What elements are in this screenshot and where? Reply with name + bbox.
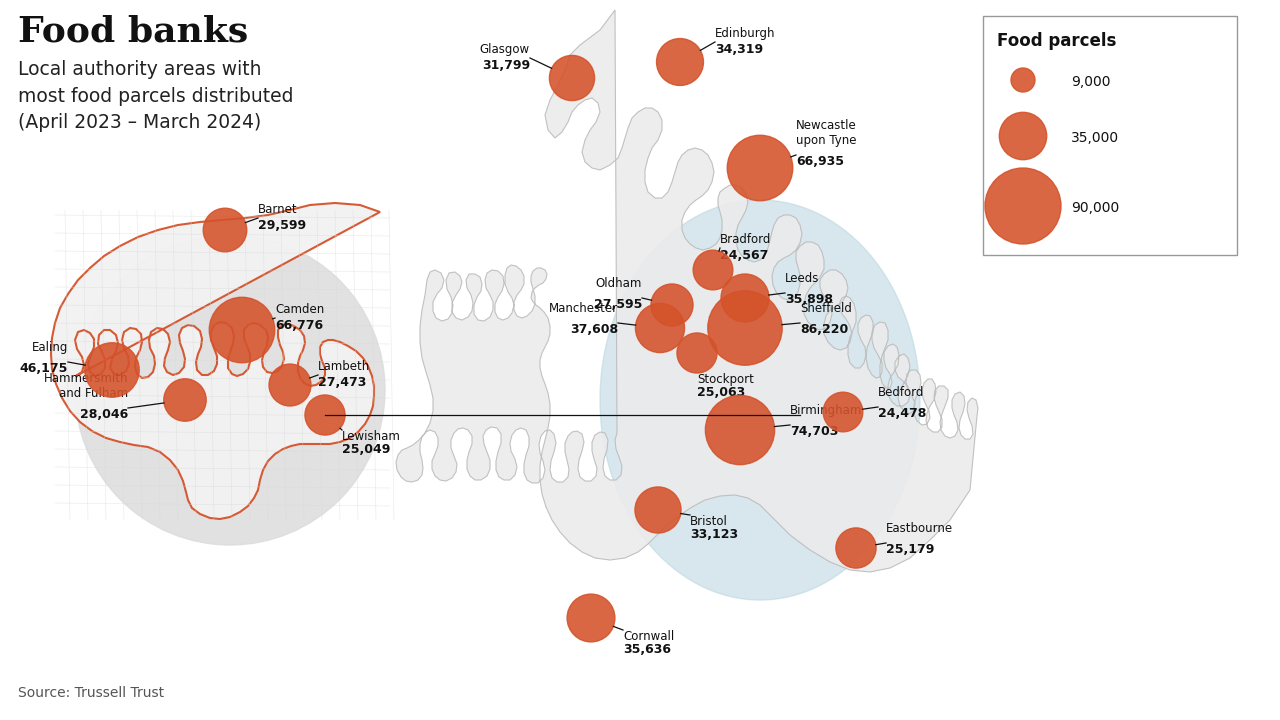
Text: 27,473: 27,473 [317, 376, 366, 389]
Text: 25,179: 25,179 [886, 543, 934, 556]
Text: 66,935: 66,935 [796, 155, 844, 168]
Text: 24,567: 24,567 [719, 249, 768, 262]
Circle shape [269, 364, 311, 406]
Circle shape [657, 39, 704, 86]
Text: 29,599: 29,599 [259, 219, 306, 232]
Ellipse shape [600, 200, 920, 600]
Text: Bedford: Bedford [878, 386, 924, 399]
Ellipse shape [76, 235, 385, 545]
Text: 46,175: 46,175 [19, 362, 68, 375]
Text: 86,220: 86,220 [800, 323, 849, 336]
Text: Bristol: Bristol [690, 515, 728, 528]
Text: 37,608: 37,608 [570, 323, 618, 336]
Text: Food banks: Food banks [18, 15, 248, 49]
Circle shape [567, 594, 614, 642]
Circle shape [708, 291, 782, 365]
Text: Eastbourne: Eastbourne [886, 522, 954, 535]
Text: 24,478: 24,478 [878, 407, 927, 420]
Text: 31,799: 31,799 [481, 59, 530, 72]
Text: 28,046: 28,046 [79, 408, 128, 421]
Text: 74,703: 74,703 [790, 425, 838, 438]
Text: 25,049: 25,049 [342, 443, 390, 456]
Text: Camden: Camden [275, 303, 324, 316]
Circle shape [836, 528, 876, 568]
Text: 90,000: 90,000 [1071, 201, 1119, 215]
Text: Hammersmith
and Fulham: Hammersmith and Fulham [44, 372, 128, 400]
Polygon shape [51, 203, 380, 519]
Text: 33,123: 33,123 [690, 528, 739, 541]
Circle shape [823, 392, 863, 432]
Text: Source: Trussell Trust: Source: Trussell Trust [18, 686, 164, 700]
Text: Lambeth: Lambeth [317, 360, 370, 373]
Text: 27,595: 27,595 [594, 298, 643, 311]
Text: Manchester: Manchester [549, 302, 618, 315]
Text: Food parcels: Food parcels [997, 32, 1116, 50]
Text: Newcastle
upon Tyne: Newcastle upon Tyne [796, 119, 856, 147]
Circle shape [209, 297, 275, 363]
Text: 35,898: 35,898 [785, 293, 833, 306]
Text: Glasgow: Glasgow [480, 43, 530, 56]
Text: 9,000: 9,000 [1071, 75, 1111, 89]
Circle shape [84, 343, 140, 397]
Circle shape [721, 274, 769, 322]
Circle shape [986, 168, 1061, 244]
Text: Oldham: Oldham [595, 277, 643, 290]
Text: 35,000: 35,000 [1071, 131, 1119, 145]
Circle shape [677, 333, 717, 373]
Circle shape [705, 395, 774, 464]
FancyBboxPatch shape [983, 16, 1236, 255]
Circle shape [1000, 112, 1047, 160]
Circle shape [549, 55, 595, 101]
Text: Edinburgh: Edinburgh [716, 27, 776, 40]
Text: 25,063: 25,063 [698, 386, 745, 399]
Polygon shape [396, 10, 978, 572]
Circle shape [727, 135, 792, 201]
Circle shape [305, 395, 346, 435]
Text: Barnet: Barnet [259, 203, 298, 216]
Text: Birmingham: Birmingham [790, 404, 863, 417]
Text: Sheffield: Sheffield [800, 302, 852, 315]
Text: 35,636: 35,636 [623, 643, 671, 656]
Circle shape [1011, 68, 1036, 92]
Text: 34,319: 34,319 [716, 43, 763, 56]
Text: Leeds: Leeds [785, 272, 819, 285]
Text: Lewisham: Lewisham [342, 430, 401, 443]
Text: Local authority areas with
most food parcels distributed
(April 2023 – March 202: Local authority areas with most food par… [18, 60, 293, 132]
Text: Ealing: Ealing [32, 341, 68, 354]
Text: Stockport: Stockport [698, 373, 754, 386]
Text: Cornwall: Cornwall [623, 630, 675, 643]
Circle shape [635, 303, 685, 353]
Circle shape [204, 208, 247, 252]
Circle shape [694, 250, 733, 290]
Circle shape [635, 487, 681, 533]
Circle shape [652, 284, 692, 326]
Circle shape [164, 379, 206, 421]
Text: 66,776: 66,776 [275, 319, 323, 332]
Text: Bradford: Bradford [719, 233, 772, 246]
